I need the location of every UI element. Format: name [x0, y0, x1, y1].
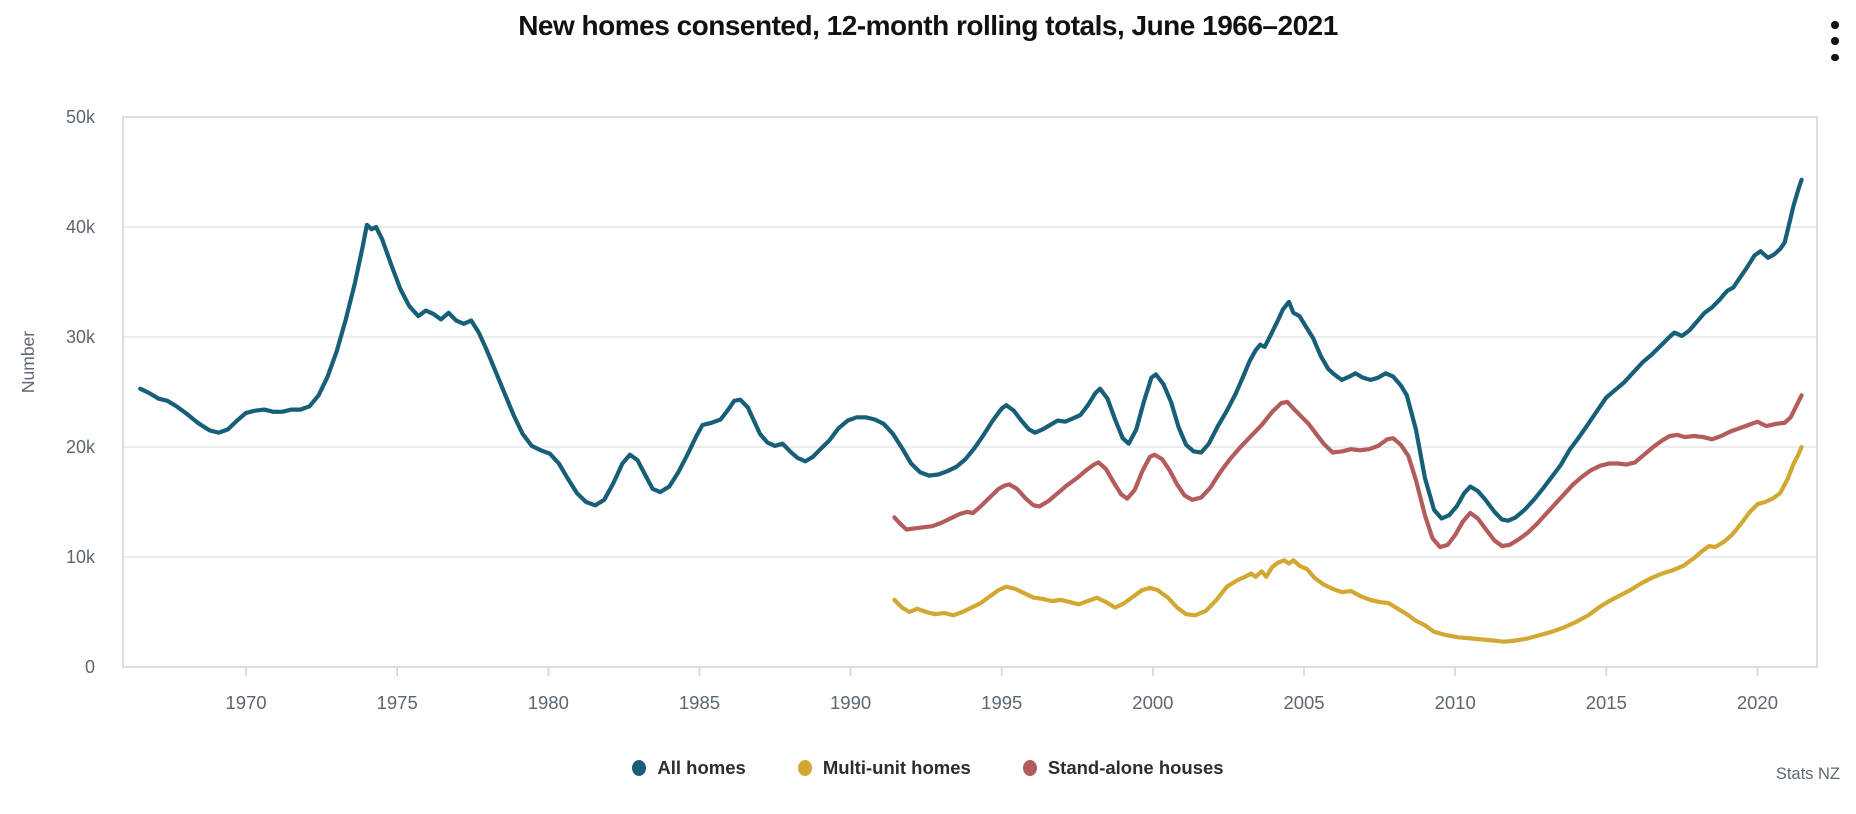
page-title: New homes consented, 12-month rolling to…: [518, 10, 1338, 41]
kebab-menu-icon[interactable]: [1828, 21, 1842, 61]
plot-frame: [122, 116, 1818, 668]
x-tick-label: 2020: [1737, 692, 1778, 713]
kebab-dot: [1831, 37, 1839, 45]
x-tick-label: 2005: [1283, 692, 1324, 713]
series-line-multi-unit-homes: [892, 444, 1804, 644]
series-line-all-homes: [138, 177, 1804, 523]
legend-label: Multi-unit homes: [822, 757, 971, 778]
x-tick-label: 1995: [981, 692, 1022, 713]
chart-legend: All homes Multi-unit homes Stand-alone h…: [0, 757, 1856, 779]
y-tick-label: 20k: [66, 437, 96, 457]
y-tick-label: 40k: [66, 217, 96, 237]
line-chart: 0 10k 20k 30k 40k 50k Number 1970 1975 1980 1985 19…: [18, 107, 1818, 713]
x-tick-label: 1985: [679, 692, 720, 713]
legend-item-all-homes: All homes: [632, 757, 746, 779]
series-line-stand-alone-houses: [892, 393, 1804, 550]
y-tick-label: 50k: [66, 107, 96, 127]
x-tick-label: 1970: [225, 692, 266, 713]
kebab-dot: [1831, 53, 1839, 61]
y-tick-label: 10k: [66, 547, 96, 567]
x-tick-label: 1980: [528, 692, 569, 713]
source-attribution: Stats NZ: [1775, 765, 1840, 783]
legend-label: All homes: [657, 757, 746, 778]
legend-item-multi-unit-homes: Multi-unit homes: [797, 757, 971, 779]
kebab-dot: [1831, 21, 1839, 29]
legend-item-stand-alone-houses: Stand-alone houses: [1022, 757, 1224, 779]
all-homes-swatch-icon: [632, 760, 647, 776]
y-tick-label: 30k: [66, 327, 96, 347]
y-tick-label: 0: [85, 657, 95, 677]
x-tick-label: 1990: [830, 692, 871, 713]
y-axis-title: Number: [18, 331, 38, 393]
x-tick-label: 2000: [1132, 692, 1173, 713]
stand-alone-houses-swatch-icon: [1022, 760, 1037, 776]
multi-unit-homes-swatch-icon: [797, 760, 812, 776]
legend-label: Stand-alone houses: [1047, 757, 1224, 778]
x-tick-label: 2010: [1435, 692, 1476, 713]
x-tick-label: 1975: [377, 692, 418, 713]
x-tick-label: 2015: [1586, 692, 1627, 713]
